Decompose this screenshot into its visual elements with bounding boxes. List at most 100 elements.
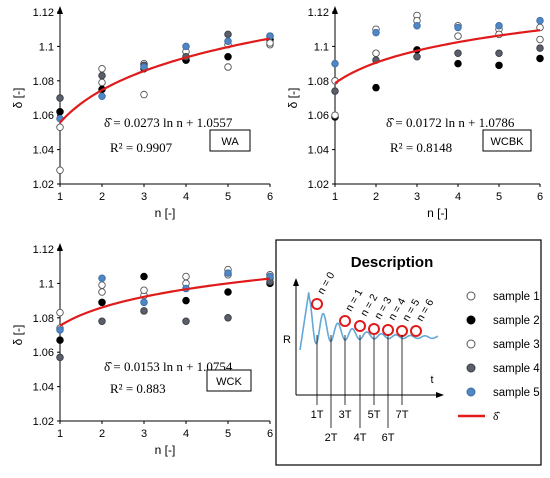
panel-label-box xyxy=(209,129,251,152)
data-point xyxy=(536,54,544,63)
legend-label: sample 1 xyxy=(493,291,540,303)
y-tick-label: 1.02 xyxy=(308,179,329,191)
period-label-lower: 4T xyxy=(354,432,367,444)
data-point xyxy=(182,272,190,281)
data-point xyxy=(182,296,190,305)
data-point xyxy=(182,317,190,325)
chart-wa: 1.02 1.04 1.06 1.08 1.1 1.12 1 2 3 4 5 6 n [-] δ [-] δ… xyxy=(11,6,274,220)
legend-marker xyxy=(466,339,476,349)
chart-wcbk: 1.02 1.04 1.06 1.08 1.1 1.12 1 2 3 4 5 6 n [-] δ [-] δ… xyxy=(286,6,544,220)
data-point xyxy=(495,61,503,70)
y-tick-label: 1.04 xyxy=(33,145,54,157)
data-point xyxy=(413,52,421,61)
legend-label: δ̂ xyxy=(493,411,500,423)
description-title: Description xyxy=(351,254,434,271)
data-point xyxy=(98,274,106,282)
y-tick-label: 1.04 xyxy=(33,382,54,394)
period-label-upper: 3T xyxy=(339,409,352,421)
y-axis-arrow xyxy=(57,6,63,14)
data-point xyxy=(56,308,64,317)
x-tick-label: 2 xyxy=(373,191,379,203)
y-tick-label: 1.08 xyxy=(308,76,329,88)
y-tick-label: 1.12 xyxy=(33,244,54,256)
x-tick-label: 4 xyxy=(455,191,461,203)
data-point xyxy=(140,298,148,307)
x-tick-label: 1 xyxy=(57,428,63,440)
x-tick-label: 2 xyxy=(99,191,105,203)
fit-curve xyxy=(334,29,541,85)
legend-marker xyxy=(466,291,476,301)
fit-equation: δ̂ = 0.0273 ln n + 1.0557 xyxy=(104,115,233,130)
peak-marker xyxy=(368,323,380,335)
legend-label: sample 2 xyxy=(493,315,540,327)
data-point xyxy=(98,317,106,325)
data-point xyxy=(56,94,64,102)
y-axis-label: δ [-] xyxy=(11,325,25,346)
data-point xyxy=(224,37,232,45)
peak-marker xyxy=(339,315,351,327)
data-point xyxy=(140,286,148,295)
data-point xyxy=(372,28,380,37)
data-point xyxy=(98,298,106,307)
fit-curve xyxy=(59,37,271,124)
x-tick-label: 6 xyxy=(537,191,543,203)
data-point xyxy=(56,166,64,174)
x-tick-label: 3 xyxy=(141,191,147,203)
data-point xyxy=(224,30,232,39)
data-point xyxy=(266,39,274,47)
x-tick-label: 3 xyxy=(414,191,420,203)
peak-marker xyxy=(410,325,422,337)
y-tick-label: 1.12 xyxy=(33,7,54,19)
period-label-upper: 5T xyxy=(368,409,381,421)
y-tick-label: 1.06 xyxy=(33,110,54,122)
y-tick-label: 1.12 xyxy=(308,7,329,19)
data-point xyxy=(495,22,503,30)
x-tick-label: 4 xyxy=(183,428,189,440)
data-point xyxy=(98,65,106,73)
period-label-lower: 2T xyxy=(325,432,338,444)
data-point xyxy=(454,32,462,40)
period-label-upper: 1T xyxy=(311,409,324,421)
x-axis-label: n [-] xyxy=(427,206,448,220)
data-point xyxy=(98,92,106,101)
panel-label-box xyxy=(482,129,532,152)
period-label-upper: 7T xyxy=(396,409,409,421)
period-label-lower: 6T xyxy=(382,432,395,444)
data-point xyxy=(454,49,462,58)
x-tick-label: 5 xyxy=(496,191,502,203)
r-squared: R² = 0.8148 xyxy=(390,140,452,155)
legend-label: sample 5 xyxy=(493,387,540,399)
y-tick-label: 1.08 xyxy=(33,76,54,88)
y-tick-label: 1.02 xyxy=(33,179,54,191)
data-point xyxy=(495,49,503,58)
data-point xyxy=(140,272,148,281)
x-tick-label: 5 xyxy=(225,428,231,440)
r-squared: R² = 0.9907 xyxy=(110,140,173,155)
y-axis-arrow xyxy=(332,6,338,14)
y-tick-label: 1.08 xyxy=(33,313,54,325)
panel-label: WCBK xyxy=(491,136,525,148)
data-point xyxy=(224,314,232,322)
description-panel: Description R t n = 0n = 1n = 2n = 3n = … xyxy=(275,239,542,466)
panel-label: WA xyxy=(221,136,239,148)
description-x-label: t xyxy=(430,374,433,386)
data-point xyxy=(98,78,106,87)
x-tick-label: 3 xyxy=(141,428,147,440)
data-point xyxy=(454,59,462,68)
data-point xyxy=(331,111,339,119)
data-point xyxy=(454,23,462,32)
data-point xyxy=(98,281,106,289)
y-tick-label: 1.1 xyxy=(314,41,329,53)
y-tick-label: 1.1 xyxy=(39,278,54,290)
description-marks: n = 0n = 1n = 2n = 3n = 4n = 5n = 61T 3T 5… xyxy=(311,270,437,444)
data-point xyxy=(331,87,339,95)
data-point xyxy=(182,42,190,51)
peak-marker xyxy=(311,298,323,310)
y-axis-label: δ [-] xyxy=(11,88,25,109)
description-x-arrow xyxy=(436,392,444,398)
y-axis-label: δ [-] xyxy=(286,88,300,109)
description-y-arrow xyxy=(293,278,299,286)
x-axis-label: n [-] xyxy=(155,206,176,220)
panel-label-box xyxy=(206,369,252,392)
